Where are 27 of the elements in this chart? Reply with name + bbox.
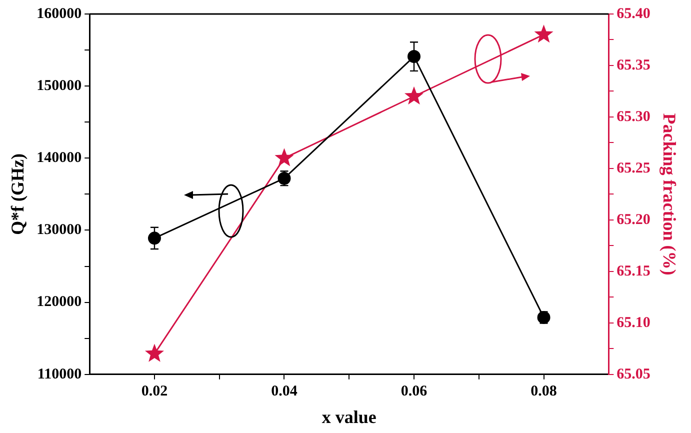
point	[404, 86, 424, 104]
y2-tick-label: 65.25	[616, 160, 650, 176]
x-axis-title: x value	[322, 406, 376, 427]
y-tick-label: 110000	[37, 366, 82, 382]
y2-tick-label: 65.10	[616, 314, 650, 331]
x-tick-label: 0.06	[400, 383, 428, 400]
x-tick-label: 0.08	[530, 383, 557, 400]
y-tick-label: 140000	[36, 150, 82, 166]
y-tick-label: 150000	[36, 78, 82, 94]
y-tick-label: 160000	[36, 6, 82, 22]
y2-axis-title: Packing fraction (%)	[660, 113, 680, 276]
y2-tick-label: 65.30	[616, 108, 650, 125]
point	[274, 148, 294, 166]
point	[144, 344, 164, 362]
y-axis-title: Q*f (GHz)	[7, 153, 28, 235]
point	[408, 50, 421, 64]
y-tick-label: 120000	[36, 294, 82, 310]
y2-tick-label: 65.05	[616, 366, 650, 382]
x-tick-label: 0.04	[271, 383, 298, 400]
y2-tick-label: 65.15	[616, 263, 650, 280]
x-tick-label: 0.02	[141, 383, 168, 400]
y2-tick-label: 65.40	[616, 6, 650, 22]
y2-tick-label: 65.20	[616, 212, 650, 228]
point	[148, 232, 161, 245]
point	[534, 24, 554, 43]
y2-tick-label: 65.35	[616, 57, 650, 74]
y-tick-label: 130000	[36, 222, 82, 238]
